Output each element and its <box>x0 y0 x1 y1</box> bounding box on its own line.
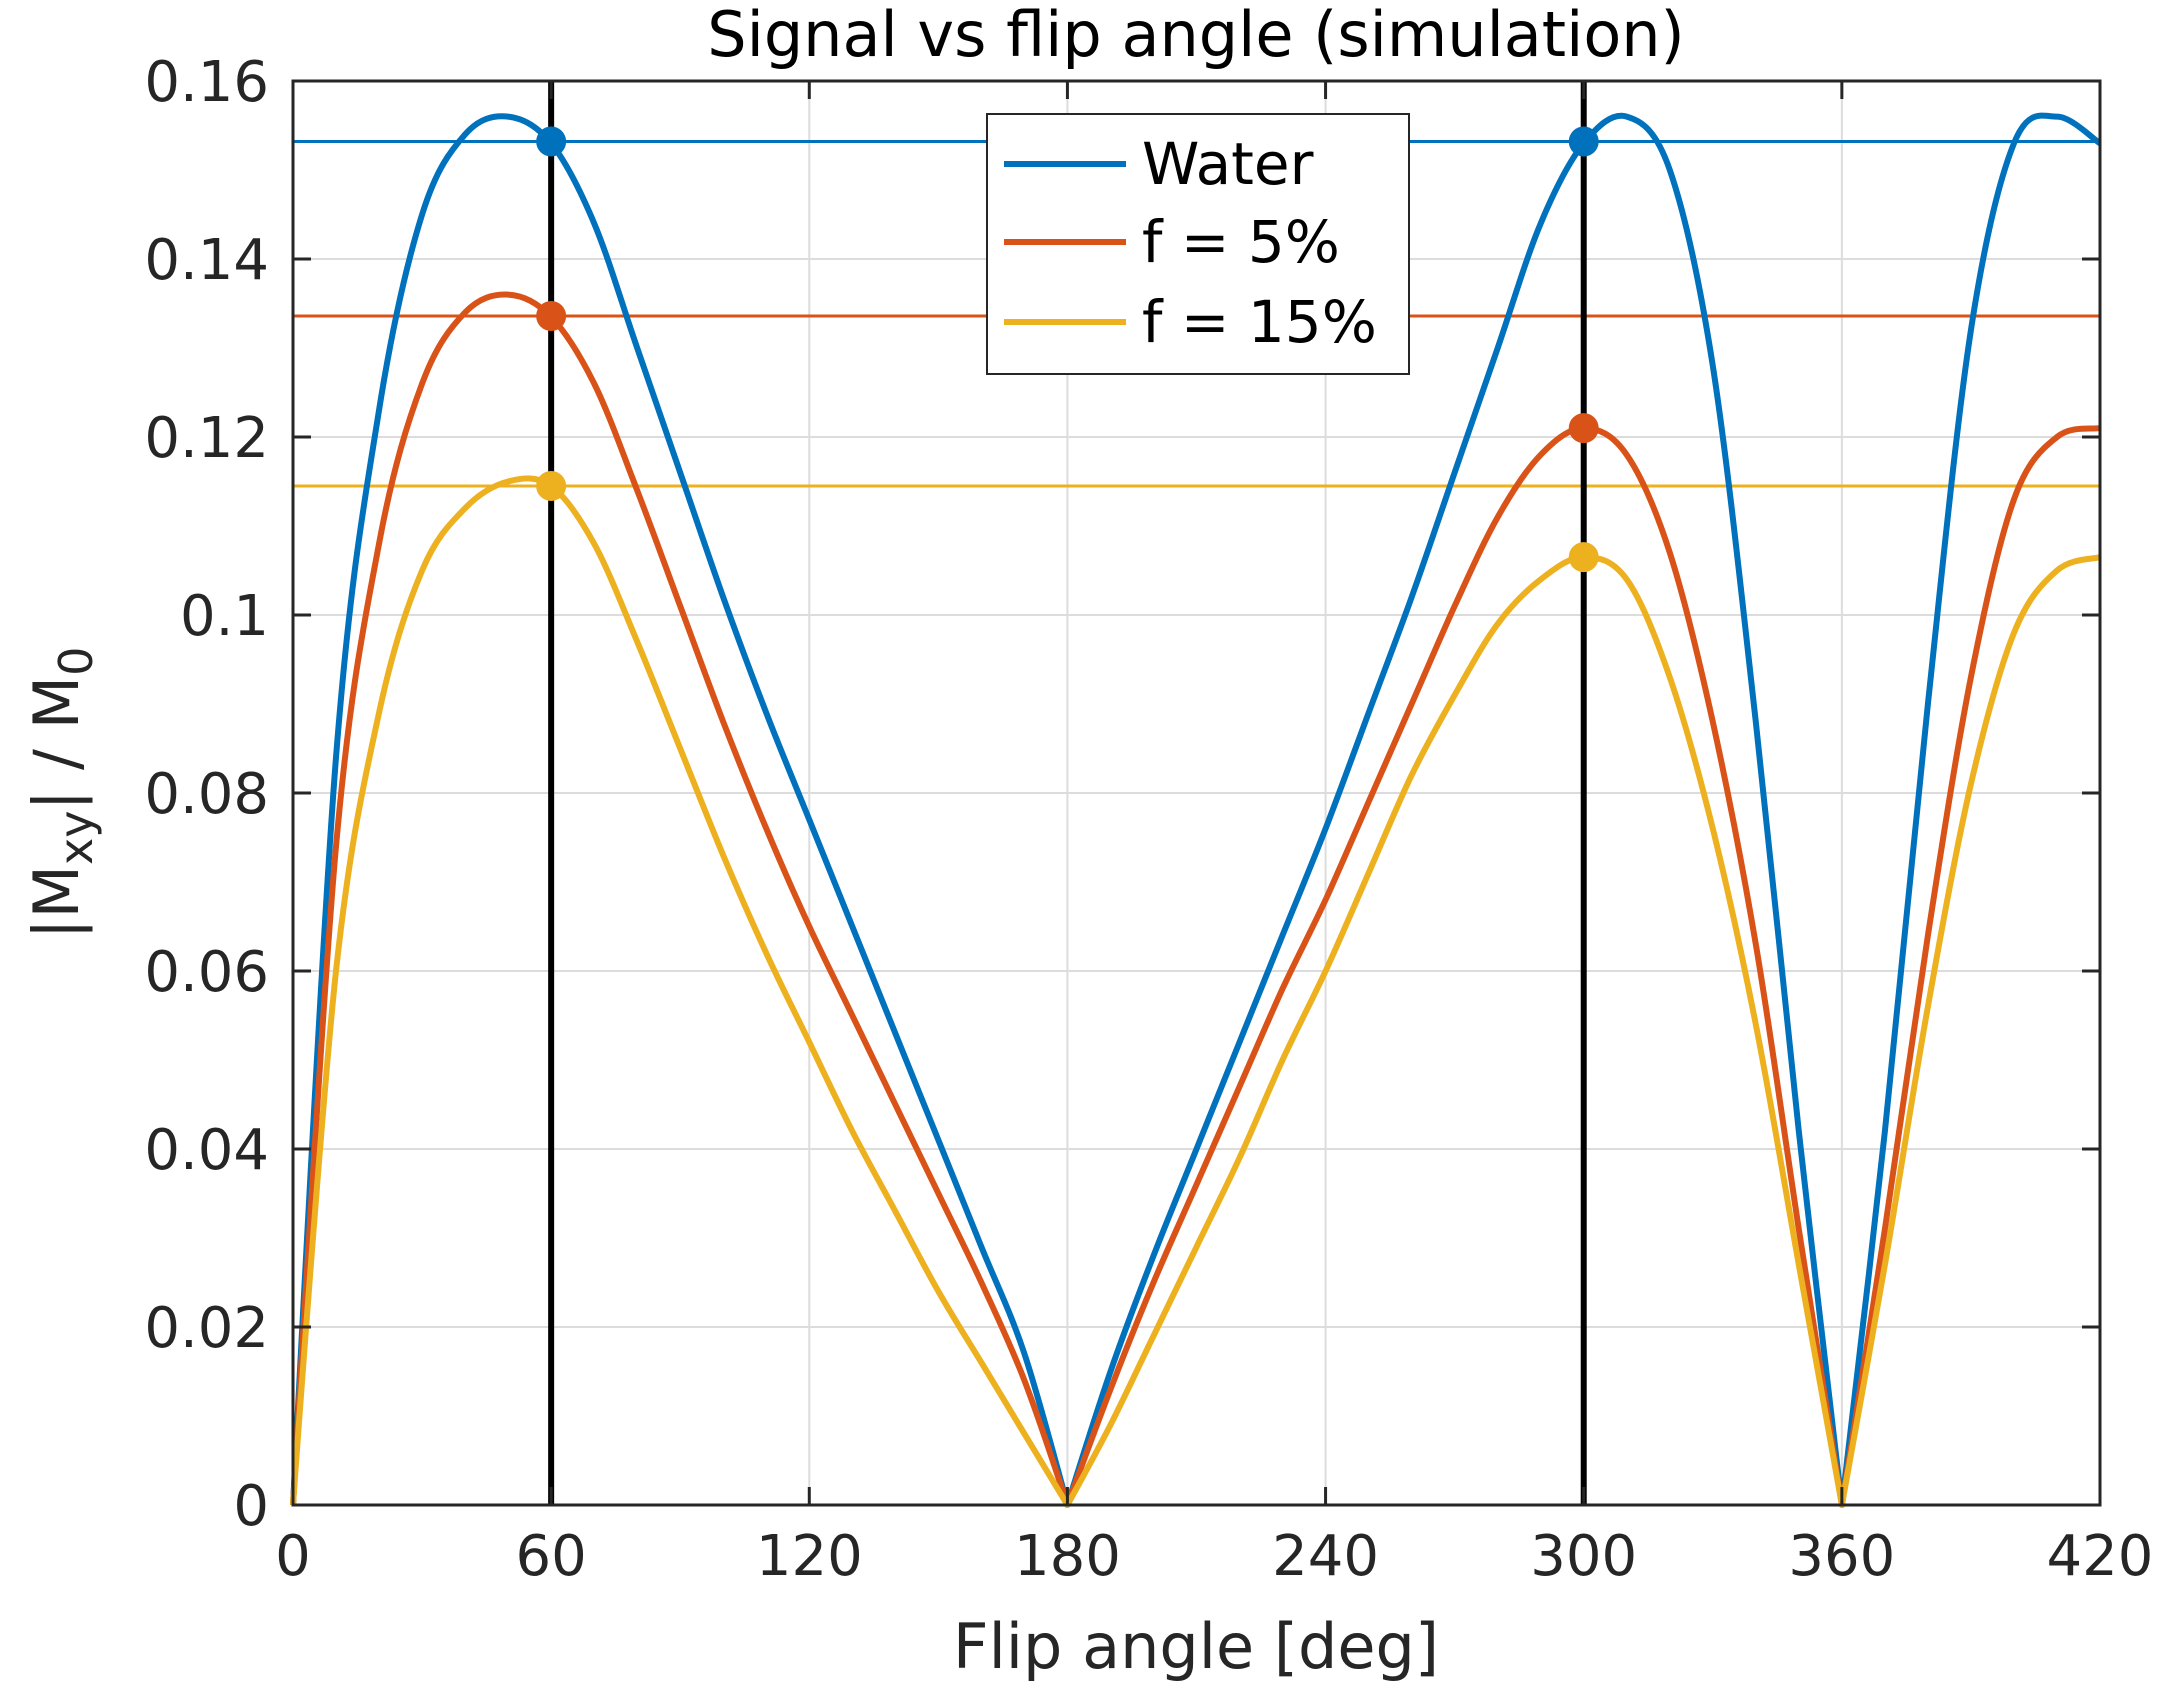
x-tick-label-1: 60 <box>516 1524 587 1589</box>
y-tick-label-6: 0.12 <box>144 406 269 471</box>
y-tick-label-8: 0.16 <box>144 50 269 115</box>
legend-label-f15: f = 15% <box>1142 288 1377 356</box>
y-axis-title-sub-0: 0 <box>49 647 103 676</box>
x-tick-labels: 0 60 120 180 240 300 360 420 <box>275 1524 2153 1589</box>
legend: Water f = 5% f = 15% <box>986 113 1410 375</box>
y-tick-label-0: 0 <box>233 1474 269 1539</box>
y-tick-labels: 0 0.02 0.04 0.06 0.08 0.1 0.12 0.14 0.16 <box>144 50 269 1539</box>
y-tick-label-2: 0.04 <box>144 1118 269 1183</box>
markers <box>536 126 1599 573</box>
y-tick-label-4: 0.08 <box>144 762 269 827</box>
y-tick-label-1: 0.02 <box>144 1296 269 1361</box>
x-axis-title: Flip angle [deg] <box>953 1610 1439 1683</box>
y-tick-label-7: 0.14 <box>144 228 269 293</box>
marker-2-0 <box>536 470 567 501</box>
y-axis-title: |Mxy| / M0 <box>20 647 103 940</box>
marker-0-1 <box>1568 126 1599 157</box>
x-tick-label-6: 360 <box>1788 1524 1895 1589</box>
y-axis-title-prefix: |M <box>20 865 94 939</box>
y-tick-label-5: 0.1 <box>180 584 269 649</box>
x-tick-label-3: 180 <box>1014 1524 1121 1589</box>
x-tick-label-7: 420 <box>2047 1524 2154 1589</box>
x-tick-label-0: 0 <box>275 1524 311 1589</box>
ticks <box>291 79 2102 1507</box>
chart-title: Signal vs flip angle (simulation) <box>707 0 1685 71</box>
legend-label-f5: f = 5% <box>1142 208 1340 276</box>
x-tick-label-4: 240 <box>1272 1524 1379 1589</box>
x-tick-label-2: 120 <box>756 1524 863 1589</box>
legend-label-water: Water <box>1142 130 1314 198</box>
y-tick-label-3: 0.06 <box>144 940 269 1005</box>
marker-2-1 <box>1568 542 1599 573</box>
marker-1-0 <box>536 300 567 331</box>
marker-1-1 <box>1568 413 1599 444</box>
y-axis-title-mid: | / M <box>20 676 94 811</box>
x-tick-label-5: 300 <box>1530 1524 1637 1589</box>
marker-0-0 <box>536 126 567 157</box>
y-axis-title-sub-xy: xy <box>49 811 103 865</box>
